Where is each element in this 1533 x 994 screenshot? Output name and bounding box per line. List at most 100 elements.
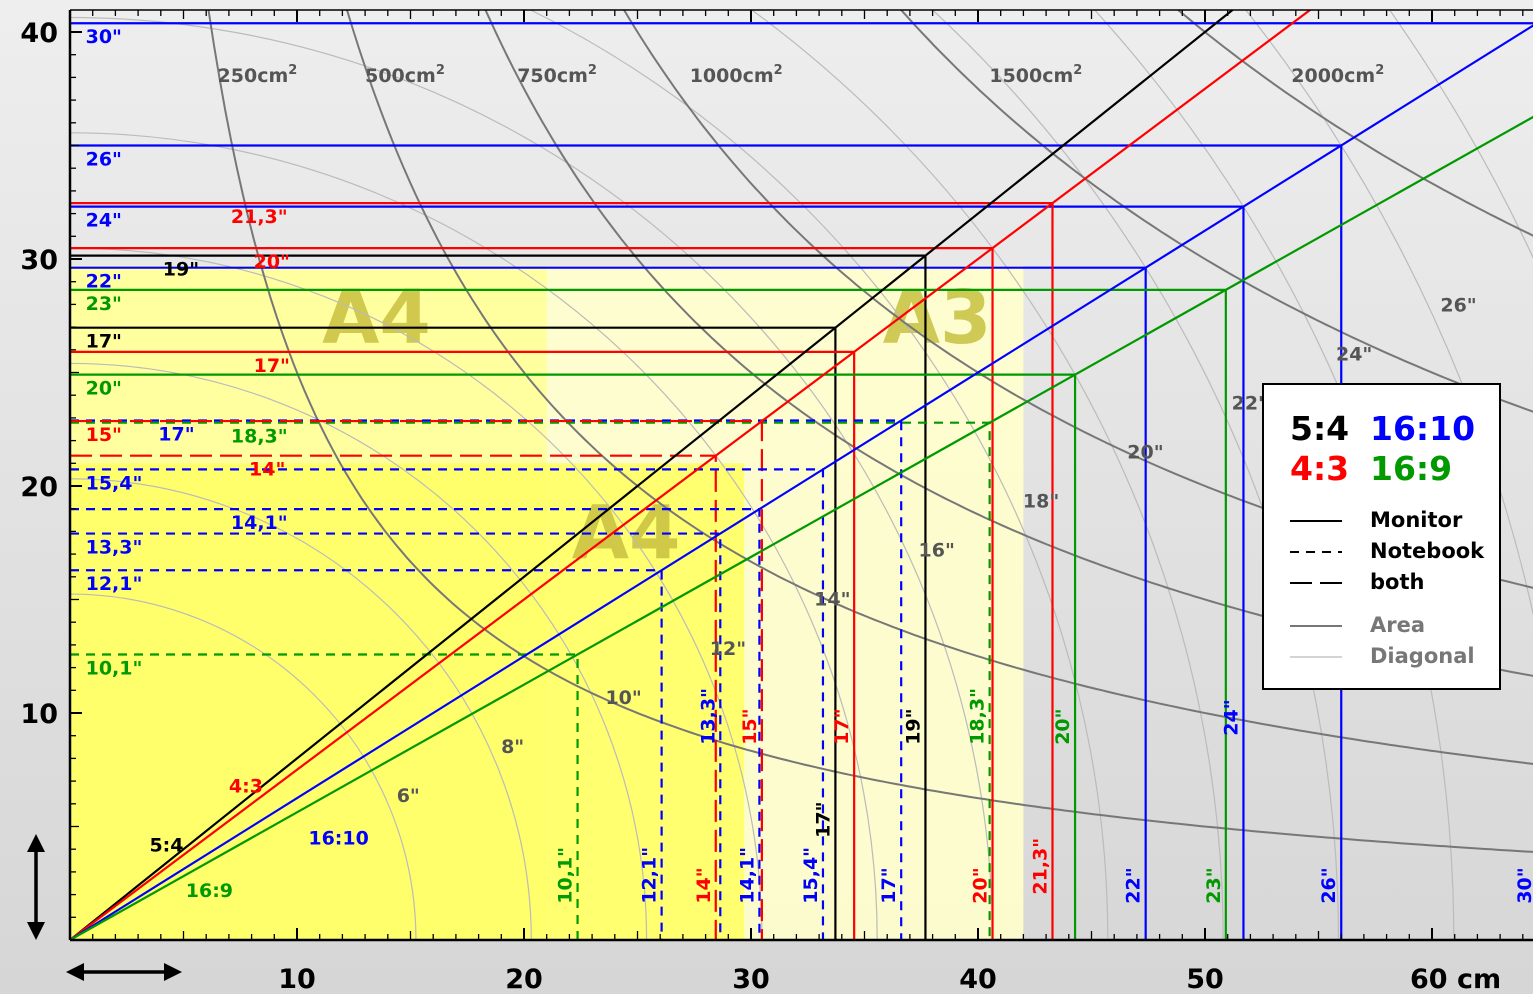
area-label: 2000cm2 [1291,63,1384,87]
size-label-horizontal: 17" [158,424,194,446]
area-unit-superscript: 2 [1375,63,1384,78]
size-label-horizontal: 23" [86,293,122,315]
diagonal-label: 18" [1023,491,1059,513]
area-label: 250cm2 [218,63,298,87]
legend-label-area: Area [1370,613,1425,637]
diagonal-label: 12" [710,638,746,660]
diagonal-label: 10" [605,687,641,709]
axis-arrows [27,834,182,981]
ratio-ray [70,115,1533,940]
diagonal-label: 16" [919,540,955,562]
ratio-label: 16:9 [186,880,233,902]
area-unit-superscript: 2 [288,63,297,78]
size-label-vertical: 12,1" [639,847,661,904]
diagonal-arc [70,362,648,940]
diagonal-label: 6" [397,785,420,807]
size-label-vertical: 22" [1123,867,1145,903]
size-label-horizontal: 22" [86,271,122,293]
x-axis-label: 60 cm [1410,964,1501,994]
size-label-horizontal: 24" [86,210,122,232]
legend: 5:4 16:10 4:3 16:9 Monitor Notebook both Area Di… [1262,383,1501,690]
area-unit-superscript: 2 [436,63,445,78]
size-label-vertical: 13,3" [697,688,719,745]
size-label-vertical: 17" [831,708,853,744]
diagonal-label: 8" [501,736,524,758]
size-label-vertical: 18,3" [967,688,989,745]
size-label-vertical: 20" [1052,708,1074,744]
diagonal-arc [70,16,994,940]
size-label-horizontal: 17" [86,331,122,353]
ratio-label: 5:4 [149,834,183,856]
ratio-ray [70,10,1312,940]
size-label-vertical: 30" [1514,867,1533,903]
size-label-vertical: 24" [1220,699,1242,735]
y-tick-label: 20 [20,472,58,503]
y-tick-label: 40 [20,18,58,49]
area-label: 750cm2 [517,63,597,87]
size-label-vertical: 15" [739,708,761,744]
size-label-vertical: 26" [1318,867,1340,903]
size-rectangle [70,22,1533,25]
ratio-label: 4:3 [229,775,263,797]
area-unit-superscript: 2 [774,63,783,78]
area-curve [899,10,1533,413]
size-label-horizontal: 10,1" [86,657,143,679]
vertical-arrow-icon [27,834,45,940]
axes: 10 20 30 40 50 60 cm 10 20 30 40 [20,9,1533,994]
size-label-horizontal: 17" [254,355,290,377]
size-label-vertical: 17" [878,867,900,903]
diagonal-label: 24" [1336,343,1372,365]
area-label: 1000cm2 [690,63,783,87]
size-label-vertical: 23" [1203,867,1225,903]
size-label-horizontal: 14,1" [231,512,288,534]
x-tick-label: 40 [959,964,997,994]
diagonal-label: 22" [1232,393,1268,415]
diagonal-arc [70,478,532,940]
diagonal-label: 14" [814,589,850,611]
area-unit-superscript: 2 [1073,63,1082,78]
legend-ratio-2: 4:3 [1290,449,1349,488]
area-unit-superscript: 2 [588,63,597,78]
legend-ratio-3: 16:9 [1370,449,1452,488]
size-label-horizontal: 19" [163,259,199,281]
text-labels: 6"8"10"12"14"16"18"20"22"24"26"28"250cm2… [86,26,1533,903]
diagonal-label: 26" [1440,294,1476,316]
area-label: 1500cm2 [989,63,1082,87]
size-rectangle [70,532,722,940]
diagonal-arc [1244,10,1533,616]
legend-ratio-1: 16:10 [1370,409,1475,448]
size-label-horizontal: 20" [254,251,290,273]
x-tick-label: 10 [278,964,316,994]
ratio-ray [70,24,1533,940]
size-rectangle [70,569,663,940]
size-label-vertical: 14" [693,867,715,903]
x-tick-label: 20 [505,964,543,994]
legend-label-diag: Diagonal [1370,644,1475,668]
ratio-rays [70,10,1533,940]
size-label-horizontal: 15,4" [86,472,143,494]
y-tick-label: 10 [20,699,58,730]
legend-label-longdash: both [1370,570,1424,594]
legend-ratio-0: 5:4 [1290,409,1349,448]
area-label: 500cm2 [365,63,445,87]
x-tick-label: 50 [1186,964,1224,994]
size-label-vertical: 14,1" [736,847,758,904]
size-label-vertical: 15,4" [800,847,822,904]
legend-box [1262,383,1501,690]
size-label-vertical: 20" [970,867,992,903]
horizontal-arrow-icon [66,963,182,981]
diagonal-label: 20" [1127,442,1163,464]
size-label-vertical: 10,1" [555,847,577,904]
diagonal-arc [750,10,1224,940]
size-label-horizontal: 21,3" [231,206,288,228]
size-label-vertical: 17" [812,802,834,838]
y-tick-label: 30 [20,245,58,276]
ratio-label: 16:10 [308,828,368,850]
size-label-horizontal: 13,3" [86,537,143,559]
paper-label: A4 [322,275,431,361]
area-curve [345,10,1533,765]
x-tick-label: 30 [732,964,770,994]
size-label-horizontal: 15" [86,424,122,446]
